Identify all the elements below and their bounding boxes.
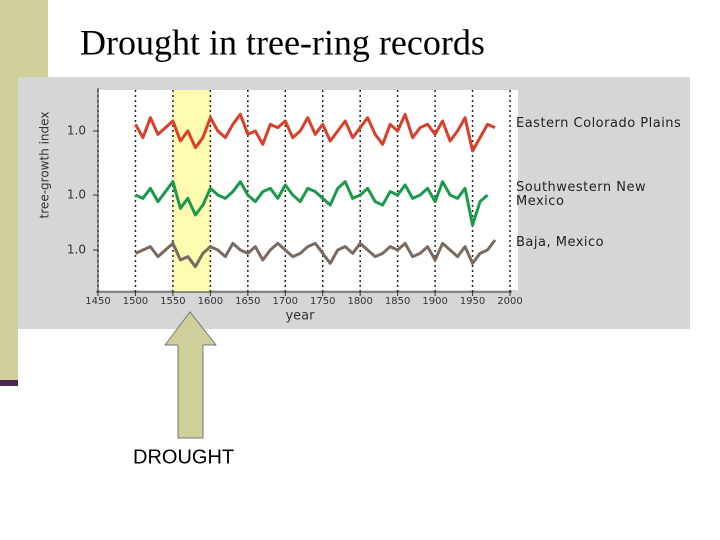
arrow: [163, 311, 218, 439]
y-tick-label: 1.0: [67, 188, 86, 202]
x-tick-label: 1650: [235, 296, 260, 307]
y-tick-label: 1.0: [67, 124, 86, 138]
side-accent: [0, 380, 22, 386]
legend-entry: Baja, Mexico: [516, 236, 605, 250]
x-axis-label: year: [285, 309, 315, 324]
series-line: [134, 239, 497, 269]
series-line: [134, 112, 496, 153]
legend-label: Baja, Mexico: [516, 236, 605, 250]
y-tick-label: 1.0: [67, 243, 86, 257]
lower-panel: [18, 329, 690, 540]
legend-entry: Southwestern New Mexico: [516, 181, 647, 209]
y-axis-label: tree-growth index: [38, 112, 52, 219]
x-tick-label: 1900: [422, 296, 447, 307]
x-tick-label: 1500: [123, 296, 148, 307]
slide-title: Drought in tree-ring records: [80, 22, 485, 62]
x-tick-label: 1950: [460, 296, 485, 307]
x-tick-label: 1800: [347, 296, 372, 307]
legend-label: Southwestern New Mexico: [516, 181, 647, 209]
x-tick-label: 1700: [273, 296, 298, 307]
series-line: [134, 180, 489, 227]
x-tick-label: 1600: [198, 296, 223, 307]
legend-entry: Eastern Colorado Plains: [516, 117, 682, 131]
x-tick-label: 1750: [310, 296, 335, 307]
x-tick-label: 1850: [385, 296, 410, 307]
x-tick-label: 1450: [85, 296, 110, 307]
x-tick-label: 1550: [160, 296, 185, 307]
x-tick-label: 2000: [497, 296, 522, 307]
legend-label: Eastern Colorado Plains: [516, 117, 682, 131]
annotation: DROUGHT: [133, 446, 234, 468]
